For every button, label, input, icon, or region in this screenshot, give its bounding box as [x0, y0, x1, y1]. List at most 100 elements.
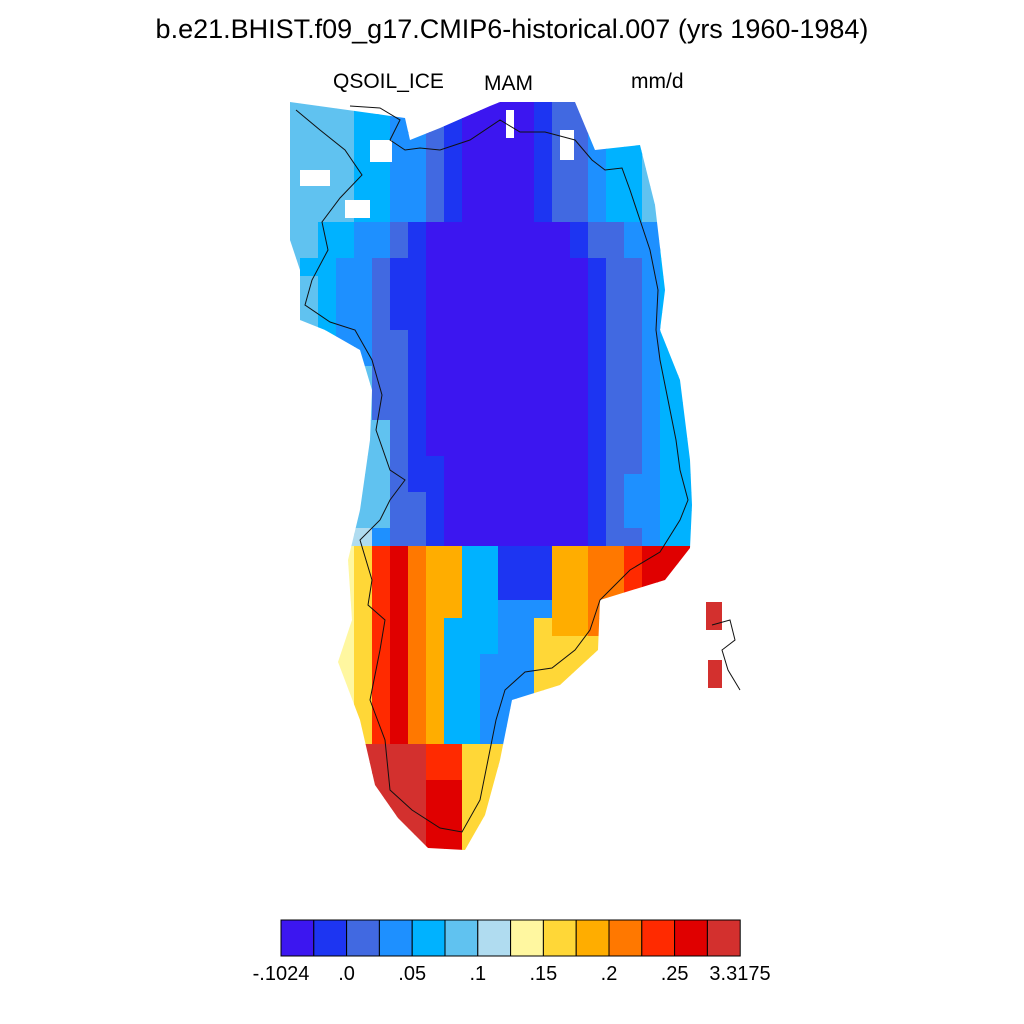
map-cell — [290, 102, 301, 115]
map-cell — [606, 366, 625, 385]
map-cell — [426, 348, 445, 367]
map-cell — [570, 546, 589, 565]
map-cell — [516, 168, 535, 187]
map-cell — [426, 474, 445, 493]
map-cell — [570, 600, 589, 619]
map-cell — [426, 762, 445, 781]
map-cell — [624, 564, 643, 583]
map-cell — [408, 510, 427, 529]
colorbar-box — [575, 919, 610, 957]
map-cell — [444, 798, 463, 817]
map-cell — [462, 150, 481, 169]
map-cell — [300, 240, 319, 259]
map-cell — [426, 222, 445, 241]
map-cell — [462, 780, 481, 799]
map-cell — [426, 780, 445, 799]
map-cell — [408, 456, 427, 475]
map-cell — [426, 546, 445, 565]
map-cell — [498, 366, 517, 385]
map-cell — [570, 582, 589, 601]
map-cell — [642, 240, 661, 259]
map-cell — [390, 150, 409, 169]
map-cell — [336, 222, 355, 241]
map-cell — [624, 528, 643, 547]
colorbar-tick-label: .0 — [338, 963, 355, 985]
map-cell — [426, 582, 445, 601]
map-cell — [318, 258, 337, 277]
colorbar-boxes — [280, 919, 741, 957]
map-cell — [372, 276, 391, 295]
map-cell — [462, 654, 481, 673]
map-cell — [462, 258, 481, 277]
map-cell — [678, 510, 692, 529]
map-cell — [390, 708, 409, 727]
map-cell — [390, 582, 409, 601]
map-cell — [606, 402, 625, 421]
map-cell — [462, 510, 481, 529]
map-cell — [588, 528, 607, 547]
map-cell — [372, 546, 391, 565]
units-label: mm/d — [631, 70, 684, 93]
map-cell — [408, 582, 427, 601]
map-cell — [426, 204, 445, 223]
map-cell — [588, 276, 607, 295]
map-cell — [552, 636, 571, 655]
map-cell — [300, 132, 319, 151]
map-cell — [318, 186, 337, 205]
map-cell — [480, 564, 499, 583]
map-cell — [408, 294, 427, 313]
map-cell — [570, 294, 589, 313]
map-cell — [498, 618, 517, 637]
map-cell — [570, 510, 589, 529]
map-cell — [570, 492, 589, 511]
map-cell — [444, 294, 463, 313]
map-cell — [588, 168, 607, 187]
map-cell — [354, 564, 373, 583]
map-cell — [498, 528, 517, 547]
map-cell — [678, 528, 692, 547]
map-cell — [462, 438, 481, 457]
map-cell — [588, 564, 607, 583]
map-cell — [480, 132, 499, 151]
map-cell — [624, 456, 643, 475]
map-cell — [552, 330, 571, 349]
map-cell — [300, 222, 319, 241]
map-cell — [462, 240, 481, 259]
map-cell — [462, 708, 481, 727]
map-cell — [480, 636, 499, 655]
map-cell — [390, 492, 409, 511]
map-cell — [372, 726, 391, 745]
map-cell — [390, 384, 409, 403]
map-cell — [390, 366, 409, 385]
map-cell — [534, 204, 553, 223]
map-cell — [534, 132, 553, 151]
map-cell — [426, 726, 445, 745]
map-cell — [408, 420, 427, 439]
map-cell — [462, 582, 481, 601]
map-cell — [516, 186, 535, 205]
map-cell — [444, 834, 463, 850]
map-cell — [480, 708, 499, 727]
map-cell — [390, 600, 409, 619]
map-cell — [290, 132, 301, 151]
map-cell — [426, 384, 445, 403]
map-cell — [408, 672, 427, 691]
map-cell — [552, 420, 571, 439]
map-cell — [444, 330, 463, 349]
colorbar-tick-label: .1 — [469, 963, 486, 985]
map-cell — [588, 240, 607, 259]
map-cell — [606, 204, 625, 223]
map-cell — [426, 564, 445, 583]
map-cell — [516, 528, 535, 547]
map-cell — [552, 492, 571, 511]
map-cell — [336, 168, 355, 187]
map-cell — [642, 456, 661, 475]
map-cell — [480, 420, 499, 439]
map-cell — [318, 132, 337, 151]
map-cell — [534, 582, 553, 601]
map-cell — [390, 402, 409, 421]
map-cell — [354, 240, 373, 259]
colorbar-box — [280, 919, 315, 957]
map-cell — [570, 222, 589, 241]
map-cell — [354, 114, 373, 133]
